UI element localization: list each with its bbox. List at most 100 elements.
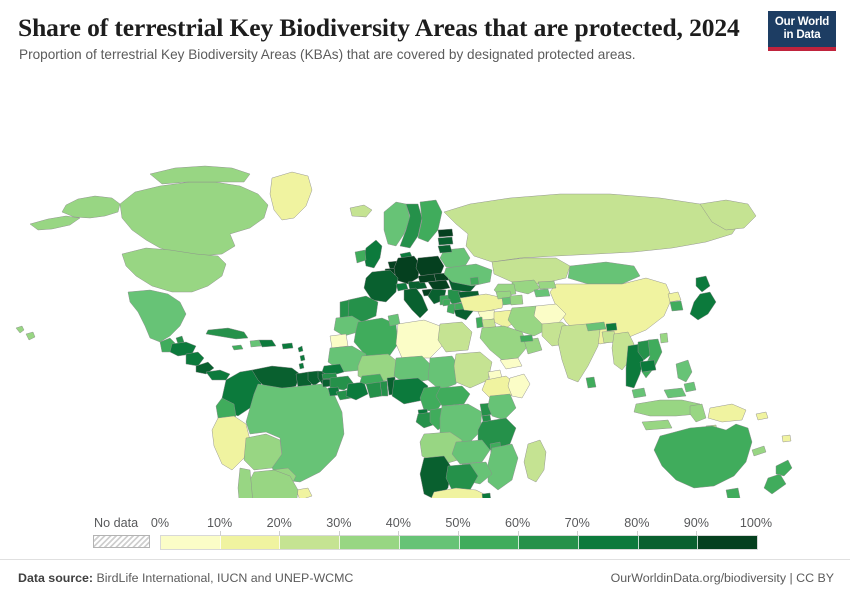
country-dominican-republic[interactable] xyxy=(259,340,276,347)
country-tajikistan[interactable] xyxy=(534,289,550,297)
country-western-sahara[interactable] xyxy=(330,334,348,348)
country-chad[interactable] xyxy=(428,356,460,390)
legend-bin-4[interactable] xyxy=(399,536,460,549)
country-hungary[interactable] xyxy=(428,280,450,291)
country-uruguay[interactable] xyxy=(296,488,312,498)
country-portugal[interactable] xyxy=(340,300,349,318)
country-ghana[interactable] xyxy=(366,382,382,398)
country-ireland[interactable] xyxy=(355,250,366,263)
country-estonia[interactable] xyxy=(438,229,453,237)
country-alaska-islands[interactable] xyxy=(30,216,80,230)
country-cambodia[interactable] xyxy=(640,360,656,372)
legend-color-ramp[interactable] xyxy=(160,535,758,550)
country-somalia[interactable] xyxy=(508,374,530,398)
legend-bin-2[interactable] xyxy=(280,536,341,549)
country-new-caledonia[interactable] xyxy=(752,446,766,456)
country-azerbaijan[interactable] xyxy=(510,295,523,305)
country-nepal[interactable] xyxy=(586,322,606,331)
country-israel[interactable] xyxy=(476,317,483,328)
country-panama[interactable] xyxy=(206,370,230,380)
country-costa-rica[interactable] xyxy=(196,362,214,374)
legend-bin-3[interactable] xyxy=(340,536,400,549)
country-south-africa[interactable] xyxy=(428,488,488,498)
country-tasmania[interactable] xyxy=(726,488,740,498)
legend-bin-5[interactable] xyxy=(459,536,520,549)
country-mongolia[interactable] xyxy=(568,262,640,284)
country-japan[interactable] xyxy=(690,276,716,320)
country-north-korea[interactable] xyxy=(668,292,681,302)
country-oman[interactable] xyxy=(524,338,542,354)
country-kenya[interactable] xyxy=(488,394,516,420)
legend-bin-8[interactable] xyxy=(638,536,699,549)
country-russia-far-east[interactable] xyxy=(700,200,756,230)
country-france[interactable] xyxy=(364,270,398,302)
country-kazakhstan[interactable] xyxy=(492,258,570,284)
country-indonesia-sulawesi[interactable] xyxy=(690,404,706,422)
country-egypt[interactable] xyxy=(438,322,472,352)
our-world-in-data-logo[interactable]: Our World in Data xyxy=(768,11,836,51)
country-libya[interactable] xyxy=(396,320,442,358)
country-puerto-rico[interactable] xyxy=(282,343,293,349)
country-south-korea[interactable] xyxy=(670,301,683,311)
country-zambia[interactable] xyxy=(452,440,490,464)
country-italy[interactable] xyxy=(404,288,428,318)
country-indonesia-java[interactable] xyxy=(642,420,672,430)
country-yemen[interactable] xyxy=(500,358,522,369)
legend-bin-7[interactable] xyxy=(578,536,639,549)
country-india[interactable] xyxy=(558,324,600,382)
country-lithuania[interactable] xyxy=(438,245,452,253)
country-peru[interactable] xyxy=(212,416,250,470)
country-montenegro[interactable] xyxy=(443,299,450,306)
country-mexico[interactable] xyxy=(128,290,186,342)
country-united-kingdom[interactable] xyxy=(364,240,382,268)
country-russia[interactable] xyxy=(444,194,740,262)
country-hawaii[interactable] xyxy=(16,326,35,340)
country-canada[interactable] xyxy=(120,182,268,256)
country-alaska[interactable] xyxy=(62,196,120,218)
country-togo[interactable] xyxy=(380,381,388,396)
country-finland[interactable] xyxy=(418,200,442,242)
legend-bin-9[interactable] xyxy=(698,536,758,549)
country-chile[interactable] xyxy=(238,468,262,498)
country-madagascar[interactable] xyxy=(524,440,546,482)
country-central-african-republic[interactable] xyxy=(436,386,470,406)
country-germany[interactable] xyxy=(394,256,420,284)
country-sudan[interactable] xyxy=(454,352,492,388)
country-iceland[interactable] xyxy=(350,205,372,217)
country-solomon-islands[interactable] xyxy=(756,412,768,420)
country-fiji[interactable] xyxy=(782,435,791,442)
country-sri-lanka[interactable] xyxy=(586,377,596,388)
country-malaysia[interactable] xyxy=(632,388,686,398)
legend-no-data-swatch[interactable] xyxy=(93,535,150,548)
country-belize[interactable] xyxy=(176,336,184,344)
attribution-license[interactable]: OurWorldinData.org/biodiversity | CC BY xyxy=(610,571,834,585)
country-taiwan[interactable] xyxy=(660,333,668,343)
country-kyrgyzstan[interactable] xyxy=(538,281,556,289)
country-norway[interactable] xyxy=(384,202,410,246)
country-jamaica[interactable] xyxy=(232,345,243,350)
country-ivory-coast[interactable] xyxy=(346,382,368,400)
country-eswatini[interactable] xyxy=(482,493,491,498)
country-united-states[interactable] xyxy=(122,248,226,292)
country-ukraine[interactable] xyxy=(444,264,492,286)
country-moldova[interactable] xyxy=(470,277,479,285)
country-venezuela[interactable] xyxy=(252,366,300,390)
country-papua-new-guinea[interactable] xyxy=(708,404,746,422)
world-choropleth-map[interactable] xyxy=(0,78,850,498)
legend-bin-6[interactable] xyxy=(519,536,579,549)
country-new-zealand[interactable] xyxy=(764,460,792,494)
country-cuba[interactable] xyxy=(206,328,248,339)
country-lesser-antilles[interactable] xyxy=(298,346,305,369)
country-nicaragua[interactable] xyxy=(186,352,204,366)
country-latvia[interactable] xyxy=(438,237,453,245)
country-canada-arctic[interactable] xyxy=(150,166,250,184)
country-bhutan[interactable] xyxy=(606,323,617,331)
country-austria[interactable] xyxy=(408,281,427,290)
country-philippines[interactable] xyxy=(676,360,696,392)
country-argentina[interactable] xyxy=(248,470,298,498)
country-sweden[interactable] xyxy=(400,204,422,248)
country-senegal[interactable] xyxy=(322,364,344,376)
country-uae[interactable] xyxy=(520,335,533,342)
country-switzerland[interactable] xyxy=(396,283,408,291)
country-turkey[interactable] xyxy=(460,294,504,312)
